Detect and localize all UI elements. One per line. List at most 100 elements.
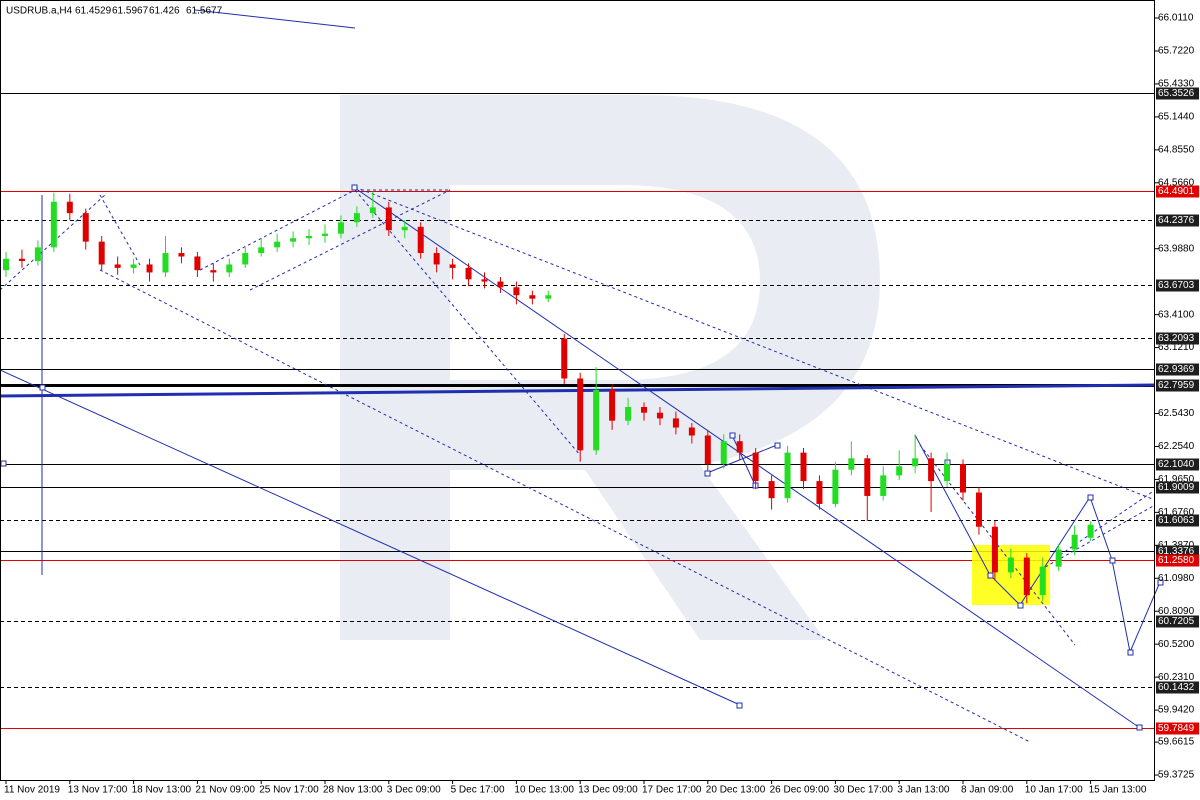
candle-body	[194, 256, 201, 271]
y-tick-label: 59.9420	[1158, 705, 1195, 716]
candle-body	[481, 279, 488, 282]
candle-body	[258, 247, 265, 254]
y-tick-label: 63.4100	[1158, 309, 1195, 320]
y-tick-label: 61.3870	[1158, 540, 1195, 551]
candle-body	[449, 264, 456, 268]
candle-body	[593, 389, 600, 451]
last-close: 61.5677	[186, 6, 223, 17]
candle-body	[98, 241, 105, 265]
y-tick-label: 65.7220	[1158, 46, 1195, 57]
candle-body	[242, 253, 249, 265]
candle-body	[18, 258, 25, 262]
level-label-box	[1156, 514, 1199, 527]
level-label-box	[1156, 379, 1199, 392]
candle-body	[545, 295, 552, 299]
level-label: 61.6063	[1158, 515, 1195, 526]
x-tick-label: 21 Nov 09:00	[195, 785, 255, 796]
last-high: 61.5967	[112, 6, 149, 17]
trend-line	[194, 9, 356, 29]
candle-body	[1007, 557, 1014, 573]
candle-body	[991, 526, 998, 573]
candle-body	[1023, 557, 1030, 596]
candle-body	[82, 213, 89, 242]
candle-body	[848, 458, 855, 470]
candle-body	[1071, 534, 1078, 550]
candle-body	[816, 481, 823, 504]
y-tick-label: 60.2310	[1158, 672, 1195, 683]
candle-body	[34, 247, 41, 262]
candle-body	[928, 458, 935, 482]
candle-body	[688, 427, 695, 436]
level-label-box	[1156, 722, 1199, 735]
level-label: 65.3526	[1158, 88, 1195, 99]
candle-body	[465, 267, 472, 280]
candle-body	[864, 458, 871, 496]
candle-body	[385, 207, 392, 231]
y-tick-label: 64.5660	[1158, 177, 1195, 188]
y-tick-label: 60.5200	[1158, 639, 1195, 650]
candle-body	[960, 464, 966, 493]
candle-body	[736, 441, 743, 453]
level-label-box	[1156, 363, 1199, 376]
candle-body	[3, 258, 9, 271]
candle-body	[800, 452, 807, 482]
trend-line	[731, 434, 756, 486]
plot-border	[0, 0, 1155, 781]
candle-body	[353, 213, 360, 223]
candle-body	[752, 452, 759, 482]
y-tick-label: 65.1440	[1158, 112, 1195, 123]
candles	[3, 191, 1094, 604]
level-label: 64.4901	[1158, 186, 1195, 197]
candle-body	[50, 201, 57, 248]
candle-body	[672, 418, 679, 428]
level-label: 62.7959	[1158, 380, 1195, 391]
x-tick-label: 30 Dec 17:00	[833, 785, 893, 796]
y-tick-label: 60.8090	[1158, 606, 1195, 617]
trend-line	[0, 369, 741, 706]
x-tick-label: 28 Nov 13:00	[323, 785, 383, 796]
chart-title: USDRUB.a,H4	[6, 6, 73, 17]
candle-body	[641, 406, 647, 413]
candle-body	[114, 264, 121, 268]
candle-body	[497, 281, 504, 288]
candle-body	[975, 492, 982, 527]
candle-body	[896, 466, 903, 476]
x-tick-label: 3 Jan 13:00	[897, 785, 950, 796]
candle-body	[1055, 549, 1062, 567]
candle-body	[912, 458, 919, 467]
x-tick-label: 13 Dec 09:00	[578, 785, 638, 796]
x-tick-label: 8 Jan 09:00	[961, 785, 1014, 796]
candle-body	[656, 412, 663, 419]
candle-body	[226, 264, 233, 273]
level-label-box	[1156, 458, 1199, 471]
level-label: 59.7849	[1158, 723, 1195, 734]
y-tick-label: 62.5430	[1158, 408, 1195, 419]
level-label-box	[1156, 214, 1199, 227]
candle-body	[210, 270, 217, 273]
y-tick-label: 59.6615	[1158, 737, 1195, 748]
candle-body	[625, 406, 632, 421]
trend-line	[354, 187, 1141, 729]
candle-body	[513, 287, 520, 296]
level-label: 60.1432	[1158, 682, 1195, 693]
candle-body	[784, 452, 791, 499]
candle-body	[130, 264, 137, 268]
x-tick-label: 17 Dec 17:00	[642, 785, 702, 796]
candle-body	[1087, 524, 1094, 538]
candle-body	[306, 235, 313, 239]
level-label-box	[1156, 481, 1199, 494]
level-label: 63.6703	[1158, 280, 1195, 291]
x-tick-label: 20 Dec 13:00	[706, 785, 766, 796]
y-tick-label: 62.2540	[1158, 441, 1195, 452]
level-label: 61.2580	[1158, 555, 1195, 566]
level-label: 62.9369	[1158, 364, 1195, 375]
candle-body	[609, 389, 616, 421]
candle-body	[178, 253, 185, 257]
level-label-box	[1156, 185, 1199, 198]
candle-body	[417, 226, 424, 254]
candle-body	[274, 241, 281, 248]
candle-body	[720, 441, 727, 465]
candle-body	[561, 338, 568, 379]
candle-body	[162, 253, 169, 273]
